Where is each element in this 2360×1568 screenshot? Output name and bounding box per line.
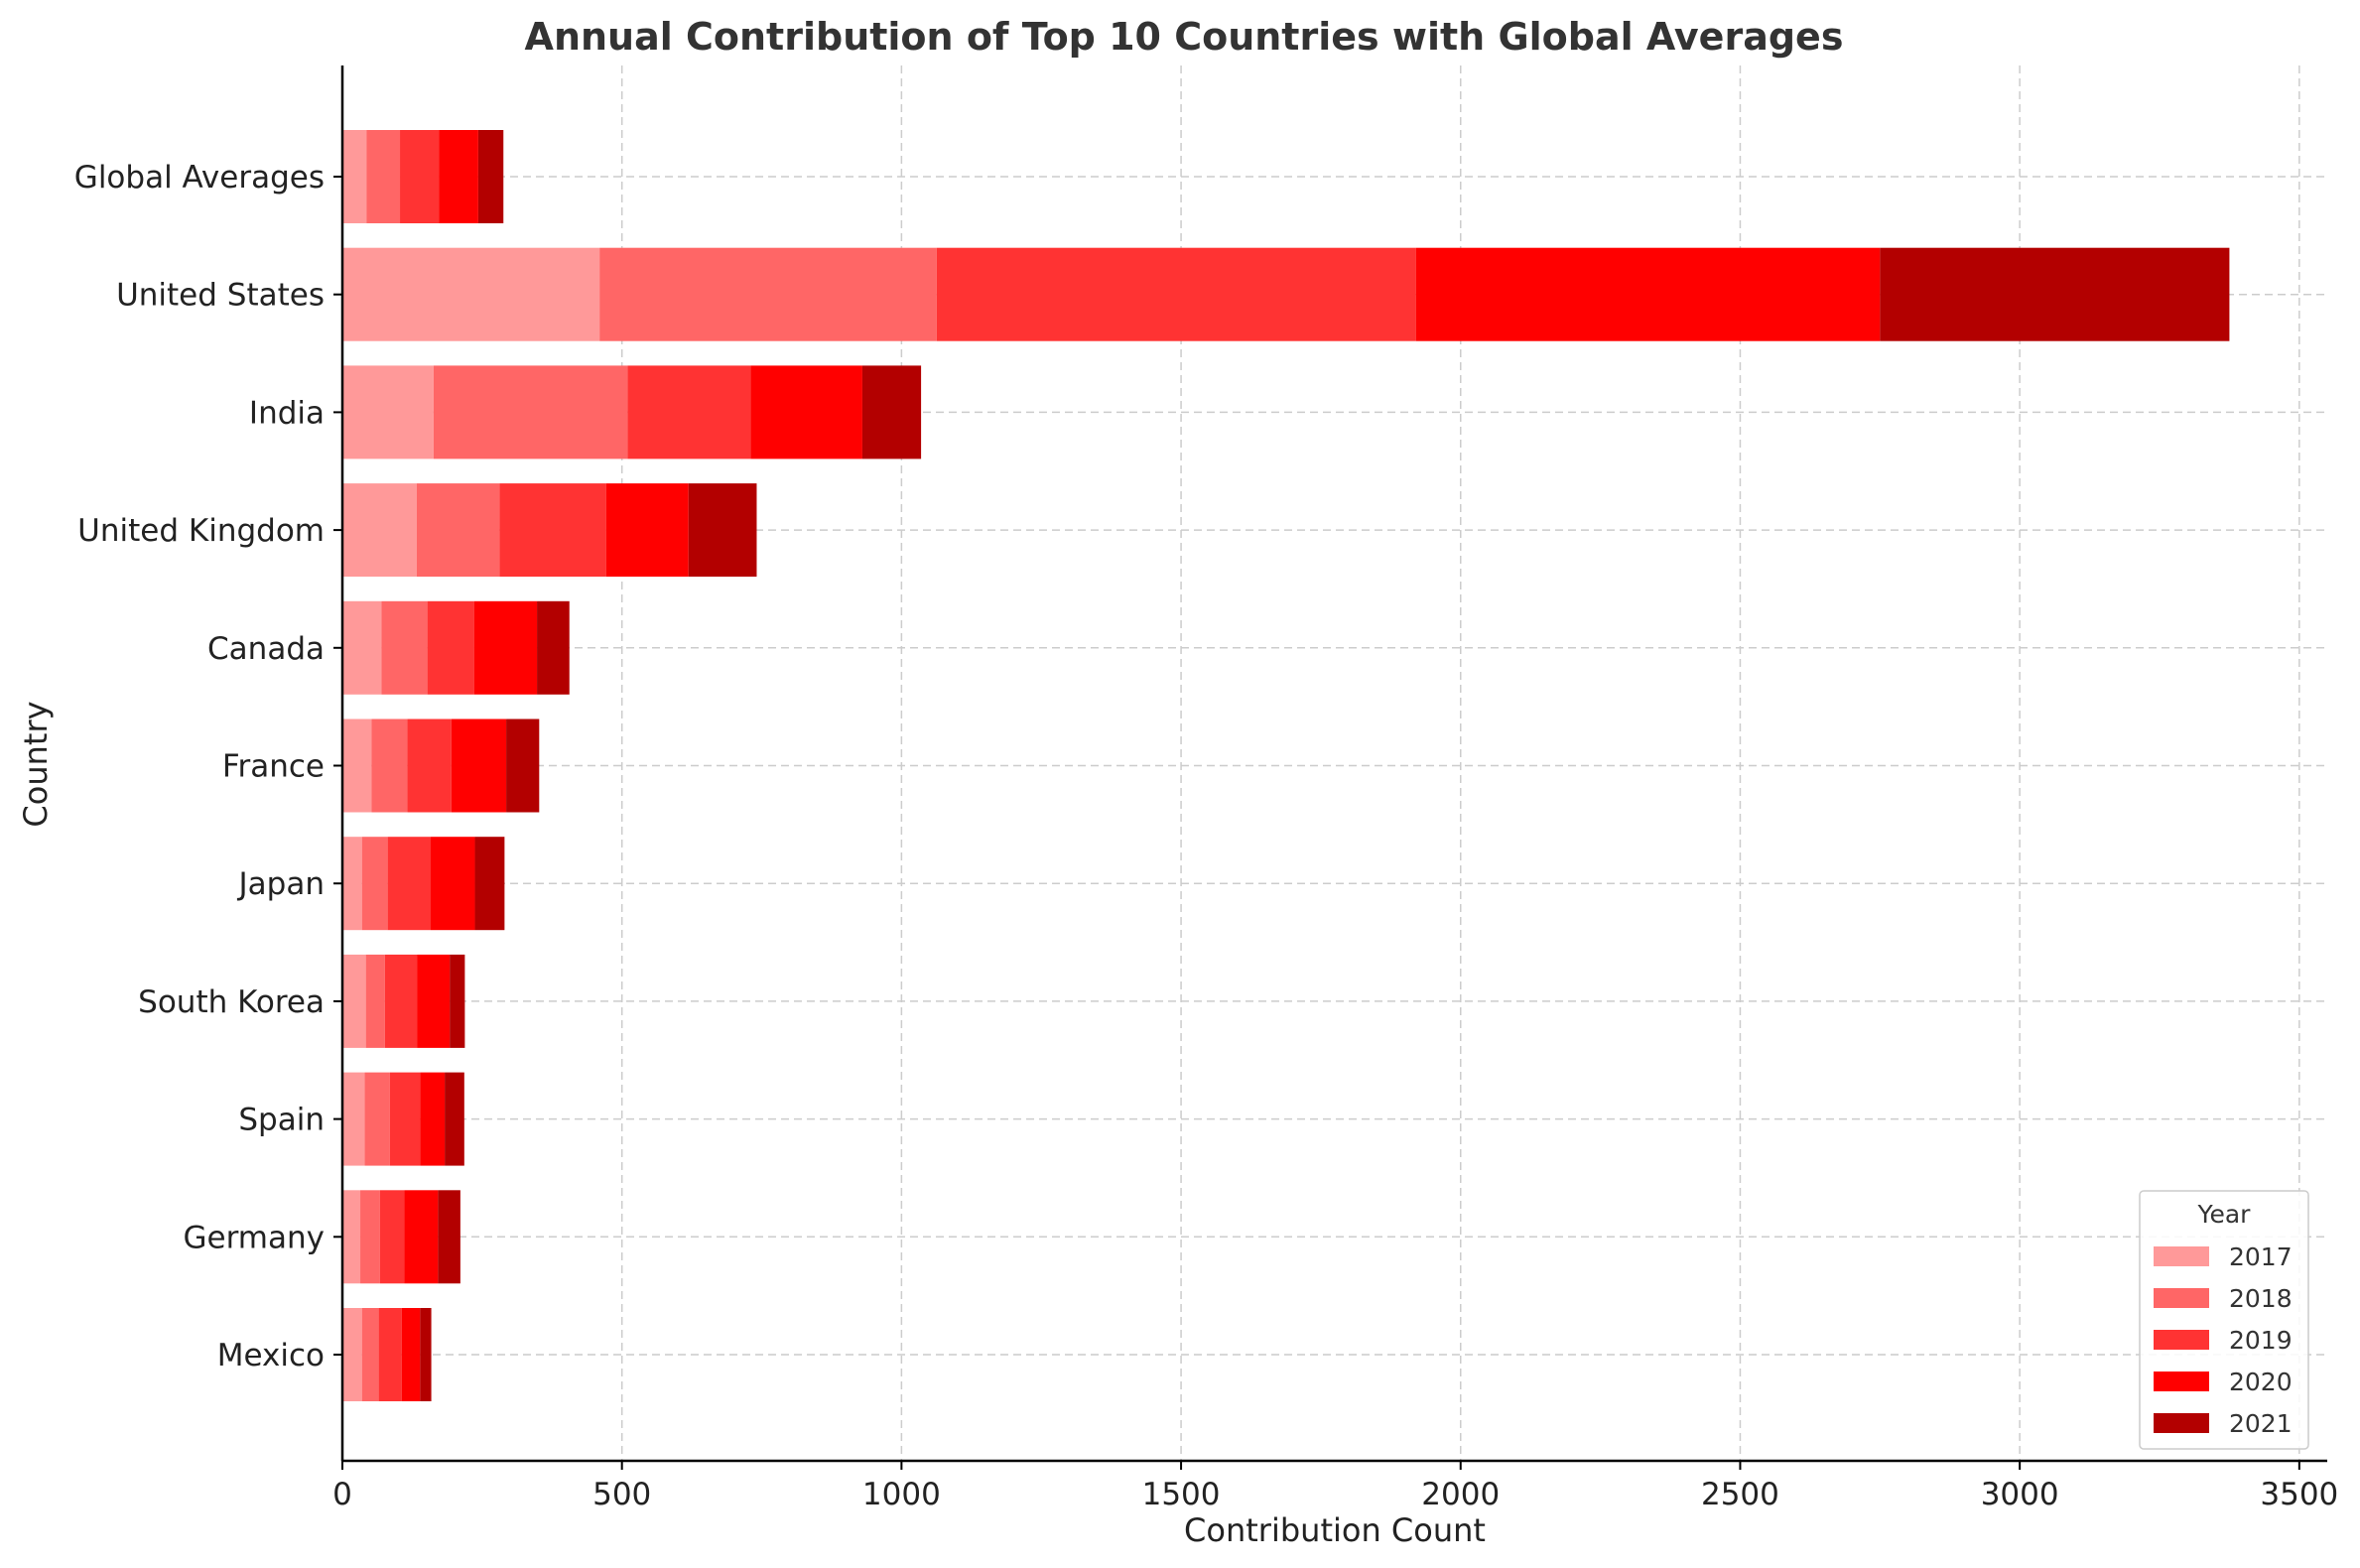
y-tick-label: South Korea [138,984,325,1020]
bar-segment [627,365,751,459]
bar-segment [420,1308,432,1401]
bar-segment [342,1190,361,1284]
bar-segment [433,365,628,459]
bar-segment [474,837,505,931]
bar-segment [431,837,475,931]
bar-segment [387,837,432,931]
bar-segment [506,719,540,813]
bar-segment [381,600,428,695]
bar-segment [342,1072,365,1166]
y-tick-label: France [222,749,325,785]
x-tick-label: 2000 [1421,1477,1500,1512]
bar-segment [445,1072,464,1166]
legend-label: 2020 [2229,1368,2293,1396]
bar-segment [365,954,385,1048]
bar-segment [427,600,474,695]
bar-segment [379,1190,405,1284]
bar-segment [1415,247,1881,341]
bar-segment [1880,247,2230,341]
bar-segment [342,837,362,931]
y-tick-label: Mexico [217,1338,325,1373]
x-tick-label: 1000 [862,1477,941,1512]
x-tick-label: 1500 [1142,1477,1221,1512]
bar-segment [361,1308,379,1401]
bar-segment [342,247,600,341]
bar-segment [384,954,418,1048]
legend-label: 2017 [2229,1242,2293,1271]
legend: Year 2017 2018 2019 2020 2021 [2139,1190,2309,1450]
bars [342,130,2230,1401]
legend-label: 2019 [2229,1326,2293,1355]
bar-segment [416,483,500,578]
bar-segment [420,1072,446,1166]
legend-label: 2021 [2229,1409,2293,1438]
bar-segment [407,719,452,813]
bar-segment [473,600,538,695]
y-ticks: Global Averages United States India United … [74,160,342,1373]
axes [340,65,2327,1463]
bar-segment [360,1190,380,1284]
x-tick-label: 500 [592,1477,651,1512]
bar-segment [378,1308,402,1401]
y-tick-label: United States [116,278,325,314]
bar-segment [342,365,434,459]
y-axis-title: Country [17,701,55,827]
legend-swatch [2154,1372,2209,1391]
bar-segment [605,483,689,578]
bar-segment [936,247,1416,341]
bar-segment [477,130,504,223]
bar-segment [400,130,440,223]
bar-segment [342,483,417,578]
bar-segment [438,1190,460,1284]
x-ticks: 0 500 1000 1500 2000 2500 3000 3500 [332,1461,2338,1512]
bar-segment [439,130,478,223]
legend-swatch [2154,1246,2209,1266]
y-tick-label: Global Averages [74,160,325,196]
legend-label: 2018 [2229,1284,2293,1313]
bar-segment [364,1072,390,1166]
legend-title: Year [2197,1200,2252,1229]
bar-segment [499,483,606,578]
bar-segment [688,483,757,578]
y-tick-label: United Kingdom [77,513,325,549]
bar-segment [342,600,382,695]
y-tick-label: Germany [184,1220,325,1255]
bar-segment [404,1190,439,1284]
y-tick-label: India [249,395,325,431]
bar-segment [537,600,570,695]
bar-segment [366,130,401,223]
x-tick-label: 2500 [1701,1477,1779,1512]
bar-segment [361,837,388,931]
bar-segment [342,130,367,223]
bar-segment [342,1308,362,1401]
bar-segment [342,719,372,813]
legend-swatch [2154,1413,2209,1433]
y-tick-label: Canada [207,631,325,667]
x-tick-label: 3500 [2260,1477,2338,1512]
bar-segment [371,719,408,813]
bar-segment [750,365,862,459]
legend-items: 2017 2018 2019 2020 2021 [2154,1242,2293,1438]
legend-swatch [2154,1288,2209,1308]
y-tick-label: Spain [238,1103,325,1138]
bar-segment [450,954,465,1048]
y-tick-label: Japan [237,866,325,902]
chart-title: Annual Contribution of Top 10 Countries … [525,15,1844,59]
bar-segment [342,954,366,1048]
bar-segment [417,954,451,1048]
x-tick-label: 0 [332,1477,352,1512]
bar-segment [861,365,922,459]
bar-segment [401,1308,421,1401]
bar-segment [389,1072,421,1166]
bar-segment [599,247,937,341]
x-axis-title: Contribution Count [1184,1511,1486,1549]
legend-swatch [2154,1330,2209,1350]
bar-segment [451,719,507,813]
x-tick-label: 3000 [1981,1477,2059,1512]
